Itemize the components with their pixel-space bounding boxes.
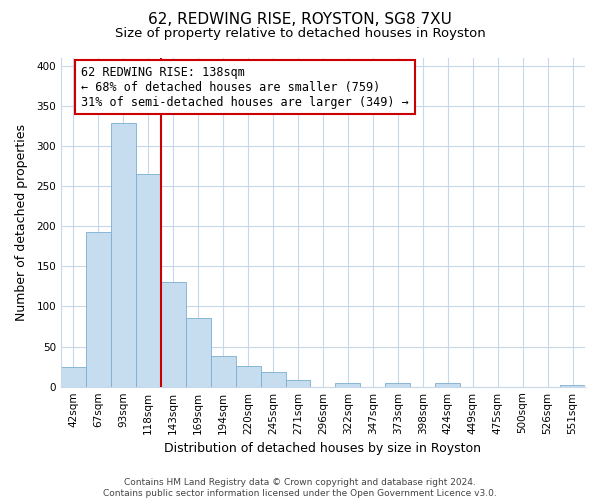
Bar: [385, 384, 410, 386]
Text: Contains HM Land Registry data © Crown copyright and database right 2024.
Contai: Contains HM Land Registry data © Crown c…: [103, 478, 497, 498]
Bar: [161, 282, 186, 387]
X-axis label: Distribution of detached houses by size in Royston: Distribution of detached houses by size …: [164, 442, 481, 455]
Bar: [260, 372, 286, 386]
Bar: [211, 356, 236, 386]
Bar: [335, 384, 361, 386]
Text: Size of property relative to detached houses in Royston: Size of property relative to detached ho…: [115, 28, 485, 40]
Bar: [236, 366, 260, 386]
Text: 62 REDWING RISE: 138sqm
← 68% of detached houses are smaller (759)
31% of semi-d: 62 REDWING RISE: 138sqm ← 68% of detache…: [81, 66, 409, 108]
Bar: [86, 232, 111, 386]
Bar: [286, 380, 310, 386]
Bar: [435, 384, 460, 386]
Bar: [560, 385, 585, 386]
Bar: [136, 174, 161, 386]
Bar: [186, 318, 211, 386]
Bar: [111, 124, 136, 386]
Bar: [61, 366, 86, 386]
Text: 62, REDWING RISE, ROYSTON, SG8 7XU: 62, REDWING RISE, ROYSTON, SG8 7XU: [148, 12, 452, 28]
Y-axis label: Number of detached properties: Number of detached properties: [15, 124, 28, 320]
